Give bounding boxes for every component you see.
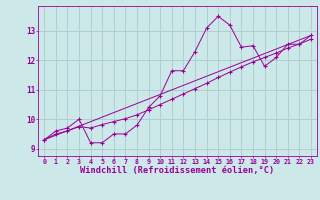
X-axis label: Windchill (Refroidissement éolien,°C): Windchill (Refroidissement éolien,°C)	[80, 166, 275, 175]
